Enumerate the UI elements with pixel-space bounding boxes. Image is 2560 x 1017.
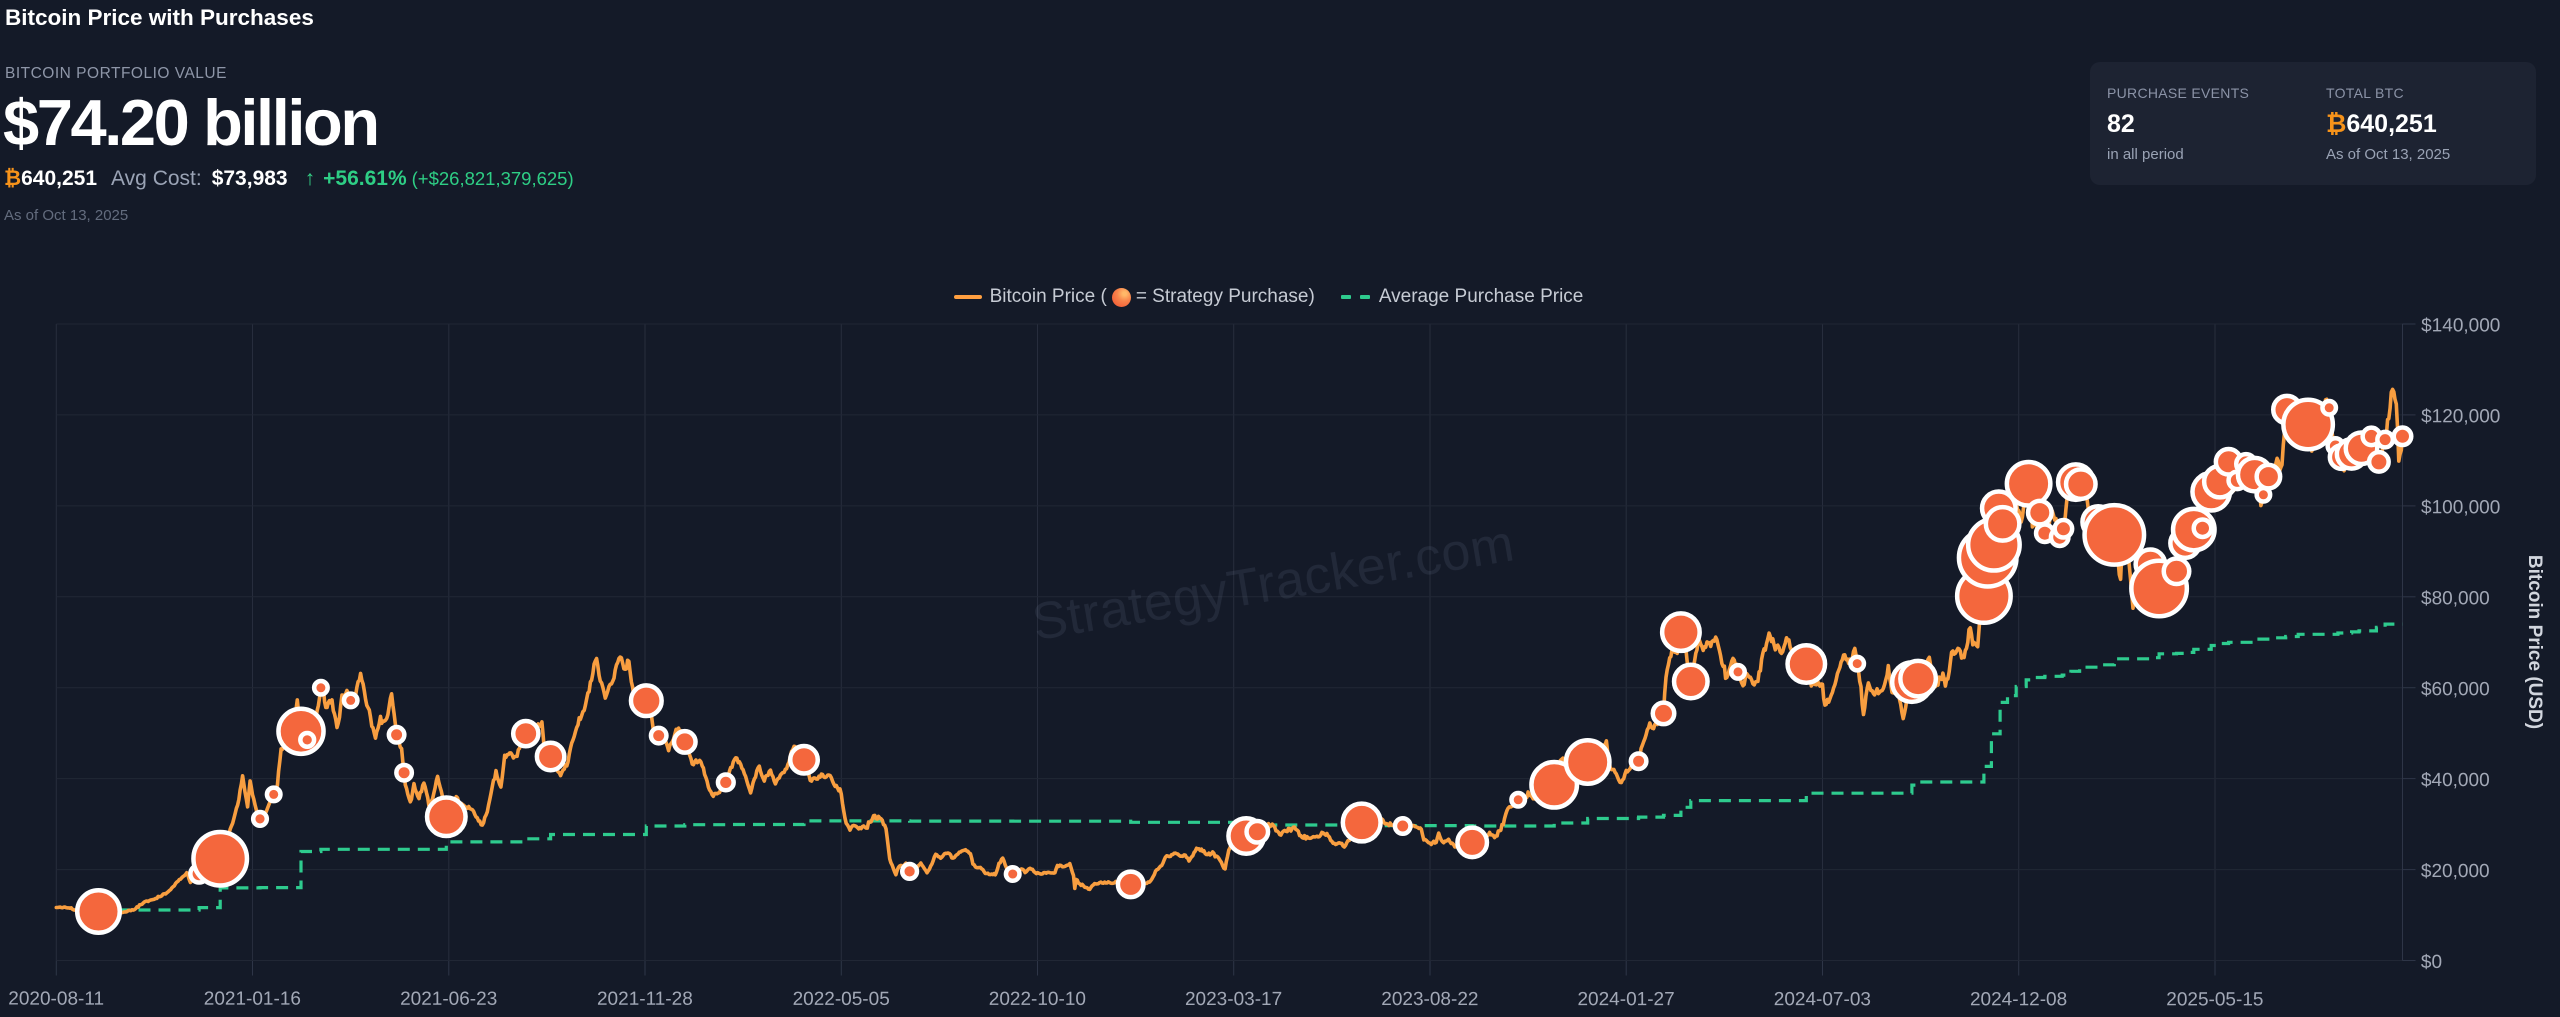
svg-text:2024-12-08: 2024-12-08 — [1970, 989, 2067, 1010]
svg-text:$100,000: $100,000 — [2421, 497, 2500, 518]
svg-text:$0: $0 — [2421, 952, 2442, 973]
svg-text:2021-06-23: 2021-06-23 — [400, 989, 497, 1010]
svg-text:2025-05-15: 2025-05-15 — [2166, 989, 2263, 1010]
svg-text:2022-10-10: 2022-10-10 — [989, 989, 1086, 1010]
svg-text:$60,000: $60,000 — [2421, 679, 2490, 700]
svg-text:2024-01-27: 2024-01-27 — [1577, 989, 1674, 1010]
svg-text:2022-05-05: 2022-05-05 — [793, 989, 890, 1010]
svg-text:StrategyTracker.com: StrategyTracker.com — [1028, 514, 1518, 652]
svg-text:$80,000: $80,000 — [2421, 588, 2490, 609]
svg-text:2023-08-22: 2023-08-22 — [1381, 989, 1478, 1010]
svg-text:2023-03-17: 2023-03-17 — [1185, 989, 1282, 1010]
svg-text:2021-01-16: 2021-01-16 — [204, 989, 301, 1010]
svg-text:2024-07-03: 2024-07-03 — [1774, 989, 1871, 1010]
svg-text:Bitcoin Price (USD): Bitcoin Price (USD) — [2524, 555, 2545, 729]
svg-text:$40,000: $40,000 — [2421, 770, 2490, 791]
svg-text:2021-11-28: 2021-11-28 — [597, 989, 693, 1010]
svg-text:$140,000: $140,000 — [2421, 315, 2500, 336]
svg-text:$120,000: $120,000 — [2421, 406, 2500, 427]
svg-text:2020-08-11: 2020-08-11 — [8, 989, 104, 1010]
svg-text:$20,000: $20,000 — [2421, 861, 2490, 882]
